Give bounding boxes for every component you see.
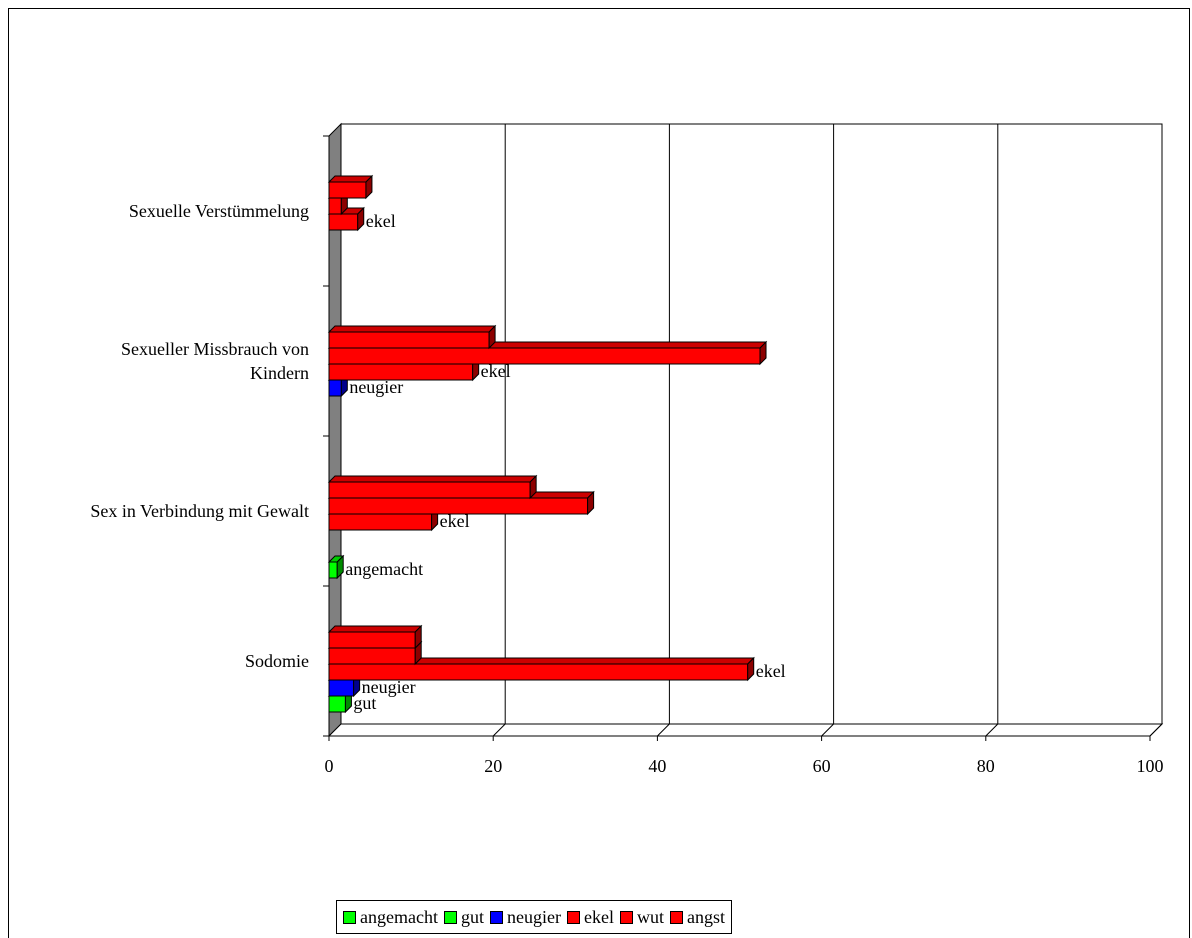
x-tick-label: 20 xyxy=(484,756,502,776)
bar xyxy=(328,497,589,515)
legend-item: ekel xyxy=(566,906,614,928)
bar xyxy=(328,331,490,349)
bar-end-face xyxy=(529,474,537,500)
bar xyxy=(328,379,342,397)
floor-gridline xyxy=(821,723,834,737)
x-tick-label: 40 xyxy=(648,756,666,776)
x-tick-label: 60 xyxy=(813,756,831,776)
plot-back-wall xyxy=(340,123,1163,725)
category-label: Sodomie xyxy=(245,651,309,671)
data-label: ekel xyxy=(756,661,786,681)
data-label: gut xyxy=(353,693,376,713)
legend-swatch xyxy=(443,910,457,924)
legend-swatch xyxy=(619,910,633,924)
floor-gridline xyxy=(492,723,506,737)
bar xyxy=(328,679,355,697)
floor-gridline xyxy=(657,723,670,737)
data-label: angemacht xyxy=(345,559,423,579)
legend-item: angst xyxy=(669,906,725,928)
legend-item: wut xyxy=(619,906,664,928)
legend-swatch xyxy=(489,910,503,924)
bar-end-face xyxy=(587,490,595,516)
bar xyxy=(328,695,346,713)
bar-top-face xyxy=(327,175,374,183)
bar xyxy=(328,481,531,499)
bar xyxy=(328,647,416,665)
legend-swatch xyxy=(343,910,356,924)
plot-floor xyxy=(327,723,1164,737)
chart-frame xyxy=(8,8,1190,938)
bar-end-face xyxy=(357,206,365,232)
legend-label: wut xyxy=(636,906,664,927)
bar-top-face xyxy=(327,625,423,633)
bar xyxy=(328,513,433,531)
bar xyxy=(328,197,342,215)
data-label: ekel xyxy=(440,511,470,531)
data-label: ekel xyxy=(481,361,511,381)
legend-label: neugier xyxy=(506,906,561,927)
category-label: Sex in Verbindung mit Gewalt xyxy=(90,501,309,521)
legend-swatch xyxy=(566,910,580,924)
legend-item: neugier xyxy=(489,906,561,928)
legend-swatch xyxy=(669,910,683,924)
legend-item: angemacht xyxy=(343,907,438,928)
legend-label: angst xyxy=(686,906,725,927)
floor-gridline xyxy=(985,723,999,737)
x-tick-label: 80 xyxy=(977,756,995,776)
bar-end-face xyxy=(365,174,373,200)
bar xyxy=(328,663,749,681)
data-label: neugier xyxy=(349,377,403,397)
legend-label: ekel xyxy=(583,906,614,927)
bar-end-face xyxy=(759,340,767,366)
chart-plot: 0 20 40 60 80 100 Sodomie Sex in Verbindung mit… xyxy=(90,122,1164,776)
data-label: ekel xyxy=(366,211,396,231)
x-tick-label: 100 xyxy=(1137,756,1164,776)
bar-end-face xyxy=(488,324,496,350)
bar-top-face xyxy=(327,325,497,333)
bar-end-face xyxy=(747,656,755,682)
legend-label: angemacht xyxy=(360,906,438,927)
category-label: Kindern xyxy=(250,363,309,383)
bar-end-face xyxy=(414,624,422,650)
bar xyxy=(328,213,359,231)
legend: angemacht gut neugier ekel wut angst xyxy=(336,900,732,934)
bar-top-face xyxy=(327,475,538,483)
category-label: Sexueller Missbrauch von xyxy=(121,339,309,359)
x-tick-label: 0 xyxy=(325,756,334,776)
data-label: neugier xyxy=(362,677,416,697)
bar-end-face xyxy=(336,554,344,580)
bar xyxy=(328,181,367,199)
bar xyxy=(328,561,338,579)
category-label: Sexuelle Verstümmelung xyxy=(129,201,309,221)
legend-label: gut xyxy=(460,906,484,927)
bar xyxy=(328,347,761,365)
bar xyxy=(328,631,416,649)
bar xyxy=(328,363,474,381)
floor-gridline xyxy=(1149,723,1163,737)
legend-item: gut xyxy=(443,906,484,928)
